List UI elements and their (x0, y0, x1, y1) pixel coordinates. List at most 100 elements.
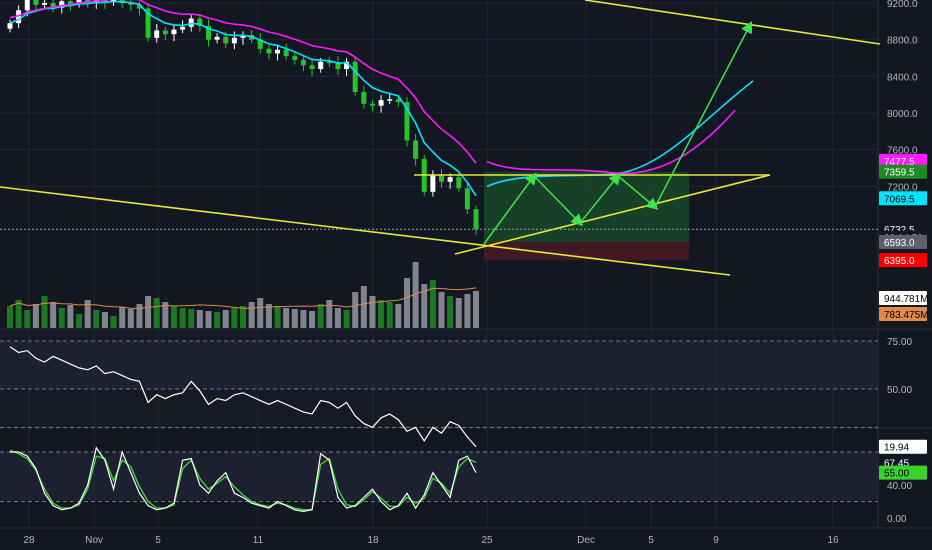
volume-bar (32, 304, 39, 328)
volume-bar (438, 292, 445, 328)
volume-label-bg (879, 291, 927, 305)
candle-body (67, 1, 73, 4)
volume-bar (395, 304, 402, 328)
volume-bar (205, 311, 212, 328)
volume-bar (309, 311, 316, 328)
candle-body (231, 37, 237, 44)
candle-body (24, 0, 30, 11)
candle-body (145, 8, 151, 38)
volume-bar (317, 304, 324, 328)
candle-body (361, 91, 367, 104)
candle-body (214, 36, 220, 40)
candle-body (369, 103, 375, 106)
projection-arrow (617, 175, 659, 210)
volume-bar (84, 300, 91, 328)
volume-ma-line (9, 287, 477, 310)
projection-arrow (579, 172, 621, 224)
volume-bar (136, 304, 143, 328)
rsi-line (9, 346, 477, 448)
trendline-upper (584, 0, 881, 45)
volume-bar (291, 309, 298, 328)
candle-body (318, 61, 324, 69)
candle-body (447, 177, 453, 182)
price-marker: 7359.5 (884, 168, 915, 179)
volume-bar (24, 310, 31, 328)
candle-body (456, 177, 462, 189)
volume-bar (127, 309, 134, 328)
volume-bar (188, 309, 195, 328)
stoch-axis-tick: 40.00 (887, 481, 912, 492)
rsi-band (0, 341, 878, 389)
price-marker: 6395.0 (884, 256, 915, 267)
volume-bar (447, 296, 454, 328)
candle-body (404, 102, 410, 141)
volume-bar (412, 262, 419, 328)
candle-body (266, 48, 272, 54)
volume-bar (101, 312, 108, 328)
candle-body (76, 0, 82, 4)
volume-bar (179, 308, 186, 328)
price-marker-bg (879, 153, 927, 168)
volume-bar (455, 298, 462, 328)
stoch-value-label: 67.45 (884, 458, 909, 469)
volume-bar (93, 310, 100, 328)
time-axis-tick: Dec (577, 535, 595, 546)
volume-bar (326, 300, 333, 328)
volume-bar (162, 302, 169, 328)
stoch-d-line (9, 449, 477, 511)
time-axis-tick: 16 (827, 535, 839, 546)
candle-body (180, 26, 186, 30)
candle-body (387, 99, 393, 101)
volume-bar (352, 292, 359, 328)
volume-bar (429, 280, 436, 328)
projection-arrow (654, 21, 753, 208)
time-axis-tick: 18 (367, 535, 379, 546)
candle-body (50, 3, 56, 8)
volume-ma-label: 783.475M (884, 310, 928, 321)
candle-body (326, 61, 332, 64)
volume-bar (145, 296, 152, 328)
price-marker: 6593.0 (884, 238, 915, 249)
candle-body (16, 10, 22, 24)
price-marker-bg (879, 234, 927, 249)
stop-zone (484, 241, 689, 261)
volume-bar (240, 306, 247, 328)
candle-body (430, 175, 436, 192)
candle-body (413, 140, 419, 159)
price-marker-bg (879, 253, 927, 268)
candle-body (275, 49, 281, 54)
candle-body (171, 29, 177, 35)
volume-bar (360, 286, 367, 328)
candle-body (154, 30, 160, 38)
volume-bar (7, 306, 13, 328)
volume-bar (334, 308, 341, 328)
candle-body (257, 39, 263, 49)
candle-body (309, 65, 315, 69)
volume-bar (473, 291, 480, 328)
price-axis-tick: 9200.0 (887, 0, 918, 10)
candle-body (439, 175, 444, 182)
volume-bar (265, 304, 272, 328)
volume-bar (257, 298, 264, 328)
candle-body (205, 25, 211, 40)
candle-body (292, 56, 298, 60)
volume-bar (343, 310, 350, 328)
stoch-k-line (10, 446, 477, 513)
volume-bar (464, 294, 471, 328)
candle-body (42, 3, 48, 5)
candle-body (240, 35, 246, 38)
volume-label: 944.781M (884, 294, 928, 305)
volume-bar (274, 306, 281, 328)
time-axis-tick: 5 (648, 535, 654, 546)
time-axis-tick: Nov (85, 535, 103, 546)
candle-body (223, 36, 229, 44)
stoch-band (0, 452, 878, 500)
candle-body (344, 61, 350, 69)
candle-body (197, 18, 203, 26)
stoch-value-label: 55.00 (884, 469, 909, 480)
projection-arrow (533, 175, 584, 227)
volume-bar (248, 302, 255, 328)
volume-bar (196, 310, 203, 328)
volume-bar (369, 296, 376, 328)
